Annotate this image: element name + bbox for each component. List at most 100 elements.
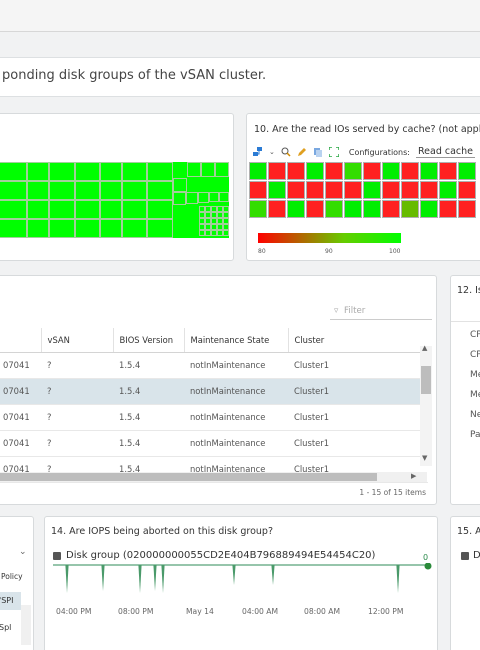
treemap-cell[interactable]	[122, 162, 147, 181]
expand-icon[interactable]	[328, 147, 339, 157]
heatmap-cell[interactable]	[458, 162, 476, 180]
treemap-cell[interactable]	[199, 230, 205, 236]
treemap-cell[interactable]	[223, 224, 229, 230]
treemap-cell[interactable]	[215, 162, 229, 177]
heatmap-cell[interactable]	[268, 162, 286, 180]
copy-icon[interactable]	[313, 147, 323, 157]
treemap-cell[interactable]	[100, 219, 122, 238]
treemap-cell[interactable]	[100, 200, 122, 219]
filter-input[interactable]: ▿ Filter	[330, 304, 432, 320]
treemap-cell[interactable]	[217, 206, 223, 212]
heatmap-cell[interactable]	[420, 200, 438, 218]
treemap-cell[interactable]	[75, 162, 100, 181]
heatmap-cell[interactable]	[458, 181, 476, 199]
heatmap-cell[interactable]	[287, 181, 305, 199]
heatmap-cell[interactable]	[268, 181, 286, 199]
treemap-cell[interactable]	[0, 200, 27, 219]
column-header[interactable]	[0, 328, 42, 353]
column-header[interactable]: BIOS Version	[113, 328, 185, 353]
treemap-cell[interactable]	[147, 200, 173, 219]
treemap-cell[interactable]	[122, 181, 147, 200]
treemap-cell[interactable]	[217, 218, 223, 224]
treemap-cell[interactable]	[75, 181, 100, 200]
heatmap-cell[interactable]	[344, 162, 362, 180]
heatmap-cell[interactable]	[287, 200, 305, 218]
treemap-cell[interactable]	[205, 230, 211, 236]
treemap-cell[interactable]	[211, 212, 217, 218]
treemap-cell[interactable]	[49, 181, 75, 200]
hierarchy-icon[interactable]	[253, 147, 263, 157]
treemap-cell[interactable]	[199, 206, 205, 212]
heatmap-cell[interactable]	[401, 162, 419, 180]
treemap-cell[interactable]	[147, 181, 173, 200]
treemap-cell[interactable]	[27, 162, 49, 181]
treemap-cell[interactable]	[205, 224, 211, 230]
heatmap-cell[interactable]	[325, 181, 343, 199]
heatmap-cell[interactable]	[439, 162, 457, 180]
policy-row[interactable]	[0, 592, 21, 610]
chevron-down-icon[interactable]: ⌄	[269, 148, 275, 156]
treemap-cell[interactable]	[49, 200, 75, 219]
scroll-right-icon[interactable]: ▶	[411, 472, 417, 480]
treemap-cell[interactable]	[211, 230, 217, 236]
heatmap-cell[interactable]	[249, 200, 267, 218]
scroll-up-icon[interactable]: ▲	[422, 344, 428, 352]
treemap-cell[interactable]	[223, 206, 229, 212]
treemap-cell[interactable]	[209, 192, 219, 202]
horizontal-scrollbar[interactable]: ▶	[0, 472, 427, 482]
treemap[interactable]	[0, 162, 229, 238]
heatmap-cell[interactable]	[306, 181, 324, 199]
heatmap-cell[interactable]	[382, 200, 400, 218]
treemap-cell[interactable]	[223, 212, 229, 218]
column-header[interactable]: vSAN	[41, 328, 114, 353]
treemap-cell[interactable]	[198, 192, 209, 203]
heatmap-cell[interactable]	[382, 162, 400, 180]
heatmap-cell[interactable]	[363, 162, 381, 180]
table-row[interactable]: 07041? 1.5.4 notInMaintenance Cluster1	[0, 352, 428, 379]
heatmap-cell[interactable]	[439, 200, 457, 218]
heatmap-cell[interactable]	[325, 200, 343, 218]
heatmap-cell[interactable]	[458, 200, 476, 218]
heatmap-cell[interactable]	[306, 162, 324, 180]
scroll-down-icon[interactable]: ▼	[422, 454, 428, 462]
treemap-cell[interactable]	[100, 181, 122, 200]
treemap-cell[interactable]	[0, 181, 27, 200]
column-header[interactable]: Cluster	[288, 328, 428, 353]
vertical-scroll-thumb[interactable]	[421, 366, 431, 394]
treemap-cell[interactable]	[199, 224, 205, 230]
treemap-cell[interactable]	[27, 219, 49, 238]
configurations-select[interactable]: Read cache	[416, 146, 476, 158]
treemap-cell[interactable]	[0, 219, 27, 238]
heatmap-cell[interactable]	[363, 200, 381, 218]
heatmap-cell[interactable]	[363, 181, 381, 199]
treemap-cell[interactable]	[49, 162, 75, 181]
treemap-cell[interactable]	[211, 218, 217, 224]
vertical-scrollbar[interactable]: ▲ ▼	[420, 344, 432, 466]
treemap-cell[interactable]	[100, 162, 122, 181]
treemap-cell[interactable]	[0, 162, 27, 181]
horizontal-scroll-thumb[interactable]	[0, 473, 377, 481]
treemap-cell[interactable]	[205, 212, 211, 218]
treemap-cell[interactable]	[205, 206, 211, 212]
heatmap-cell[interactable]	[249, 162, 267, 180]
heatmap-cell[interactable]	[382, 181, 400, 199]
heatmap-cell[interactable]	[401, 181, 419, 199]
treemap-cell[interactable]	[27, 200, 49, 219]
heatmap-cell[interactable]	[420, 162, 438, 180]
column-header[interactable]: Maintenance State	[184, 328, 289, 353]
heatmap-cell[interactable]	[420, 181, 438, 199]
heatmap-cell[interactable]	[268, 200, 286, 218]
treemap-cell[interactable]	[122, 200, 147, 219]
treemap-cell[interactable]	[75, 219, 100, 238]
treemap-cell[interactable]	[223, 230, 229, 236]
treemap-cell[interactable]	[173, 178, 187, 192]
zoom-icon[interactable]	[281, 147, 291, 157]
treemap-cell[interactable]	[211, 206, 217, 212]
treemap-cell[interactable]	[186, 192, 198, 204]
pencil-icon[interactable]	[297, 147, 307, 157]
treemap-cell[interactable]	[49, 219, 75, 238]
heatmap-cell[interactable]	[439, 181, 457, 199]
treemap-cell[interactable]	[199, 212, 205, 218]
treemap-cell[interactable]	[75, 200, 100, 219]
heatmap-cell[interactable]	[287, 162, 305, 180]
